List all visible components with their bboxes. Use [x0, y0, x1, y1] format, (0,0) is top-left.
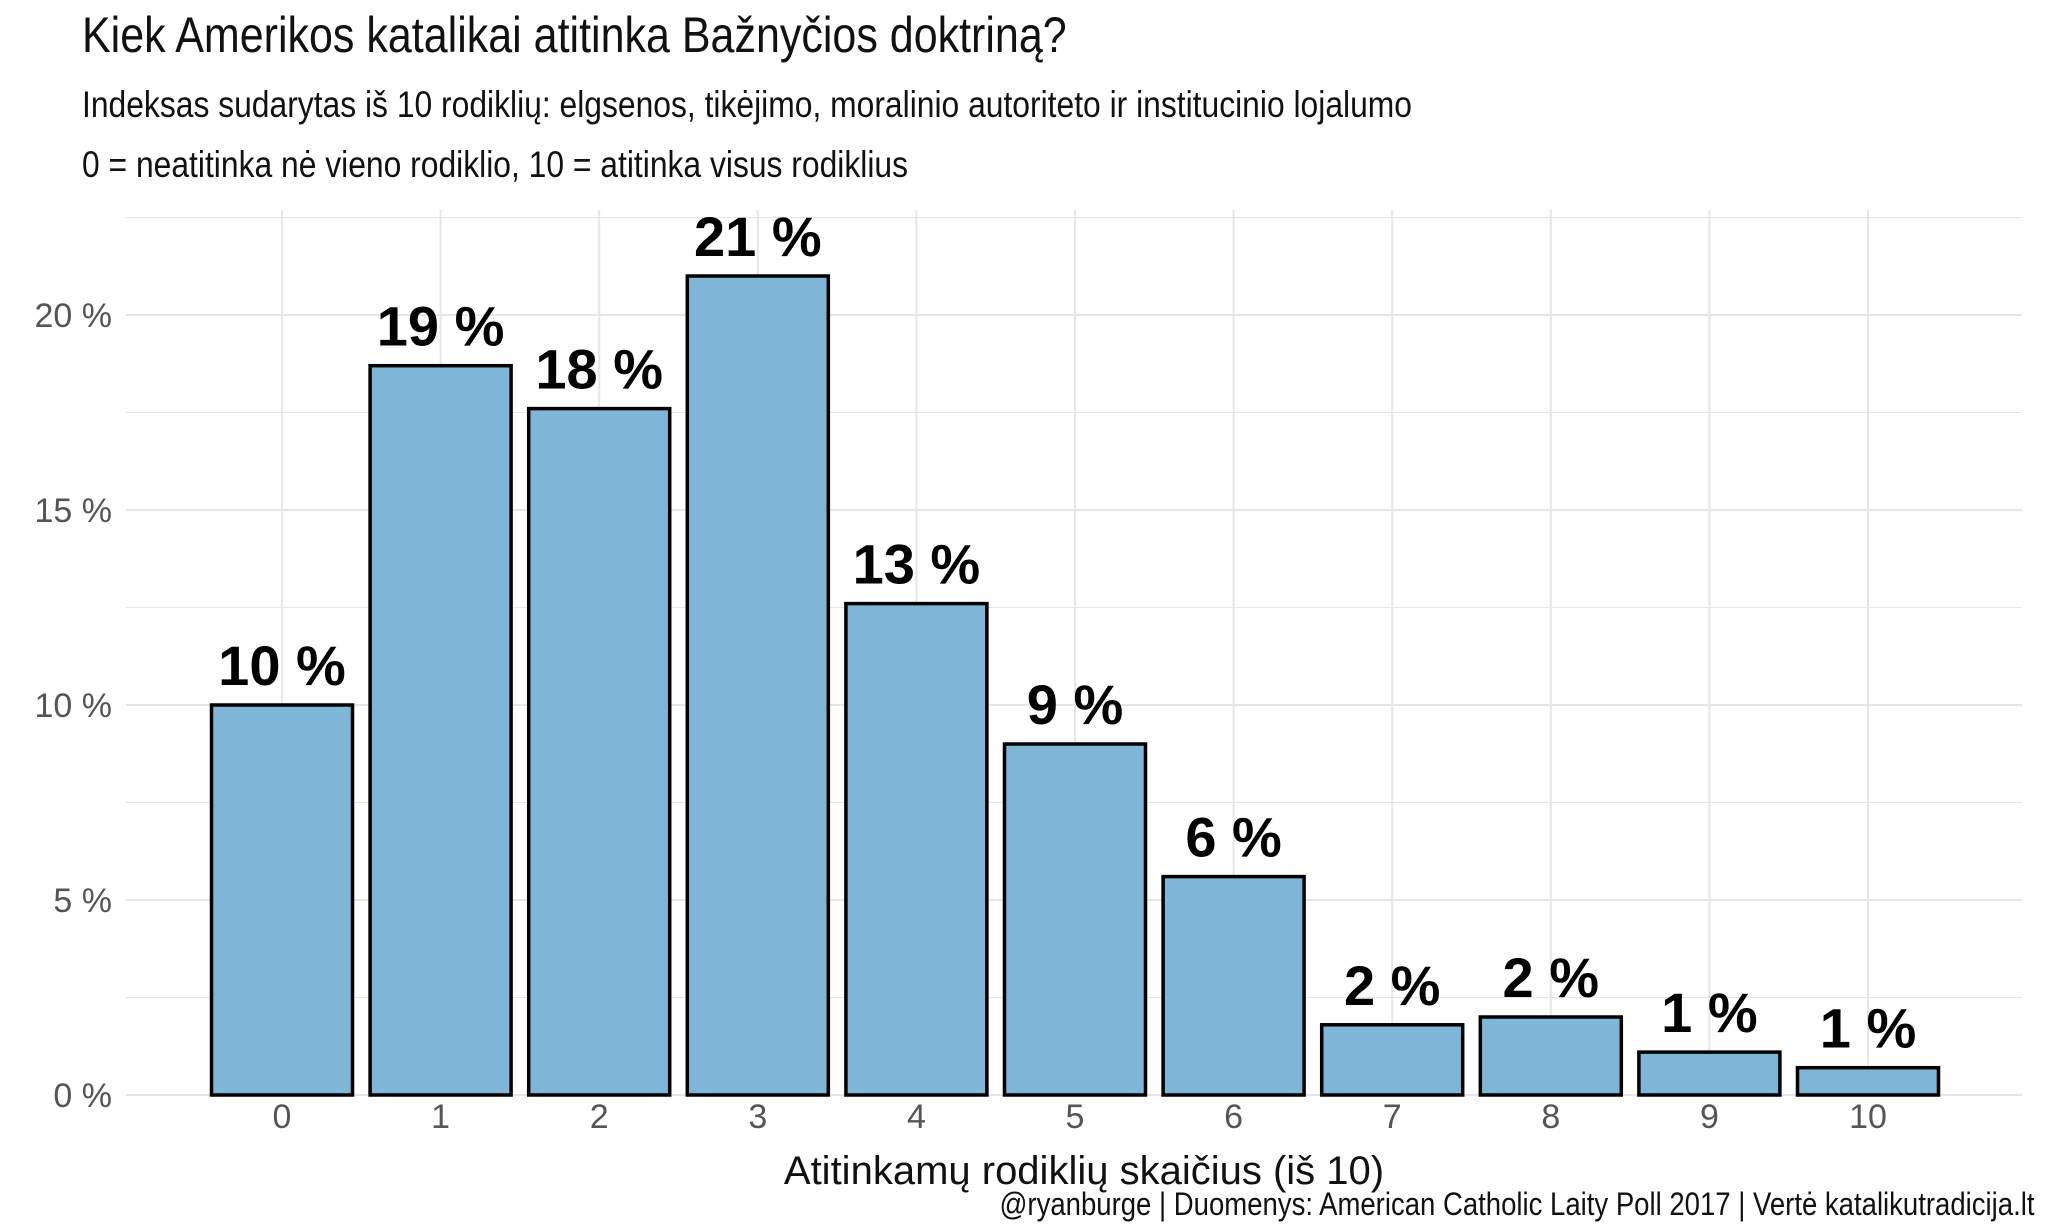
y-tick-label: 0 %: [53, 1077, 112, 1115]
bar: [368, 363, 513, 1097]
bar-value-label: 13 %: [853, 533, 981, 596]
x-tick-label: 4: [907, 1098, 926, 1136]
bar-value-label: 19 %: [377, 295, 505, 358]
bar: [526, 406, 672, 1097]
x-axis-label: Atitinkamų rodiklių skaičius (iš 10): [784, 1149, 1384, 1193]
x-tick-label: 7: [1383, 1098, 1402, 1136]
bar-value-label: 9 %: [1027, 673, 1124, 736]
bar: [1478, 1015, 1624, 1097]
bar-value-label: 6 %: [1185, 806, 1282, 869]
x-tick-label: 5: [1066, 1098, 1085, 1136]
bar: [209, 703, 355, 1097]
bar: [1319, 1023, 1465, 1097]
chart-subtitle-line-1: Indeksas sudarytas iš 10 rodiklių: elgse…: [82, 84, 1413, 125]
y-tick-label: 15 %: [35, 492, 113, 530]
bar-value-label: 21 %: [694, 205, 822, 268]
x-tick-label: 8: [1541, 1098, 1560, 1136]
bar-value-label: 18 %: [535, 338, 663, 401]
x-tick-label: 3: [748, 1098, 767, 1136]
bar-value-label: 1 %: [1820, 997, 1917, 1060]
x-tick-label: 6: [1224, 1098, 1243, 1136]
y-tick-label: 5 %: [53, 882, 112, 920]
x-tick-label: 0: [273, 1098, 292, 1136]
x-tick-label: 2: [590, 1098, 609, 1136]
chart-subtitle-line-2: 0 = neatitinka nė vieno rodiklio, 10 = a…: [82, 144, 909, 185]
y-tick-label: 20 %: [35, 297, 113, 335]
bar: [1161, 874, 1306, 1097]
bar-value-label: 10 %: [218, 634, 346, 697]
chart-title: Kiek Amerikos katalikai atitinka Bažnyči…: [82, 7, 1067, 63]
bar-value-label: 1 %: [1661, 981, 1758, 1044]
x-tick-label: 9: [1700, 1098, 1719, 1136]
bar: [685, 274, 831, 1097]
bar: [1637, 1050, 1782, 1097]
y-tick-label: 10 %: [35, 687, 113, 725]
bar: [844, 601, 989, 1097]
bar: [1795, 1065, 1941, 1097]
bar-value-label: 2 %: [1503, 946, 1600, 1009]
chart-caption: @ryanburge | Duomenys: American Catholic…: [999, 1186, 2034, 1222]
x-tick-label: 1: [431, 1098, 450, 1136]
bar: [1002, 742, 1148, 1097]
bar-value-label: 2 %: [1344, 954, 1441, 1017]
x-tick-label: 10: [1849, 1098, 1887, 1136]
